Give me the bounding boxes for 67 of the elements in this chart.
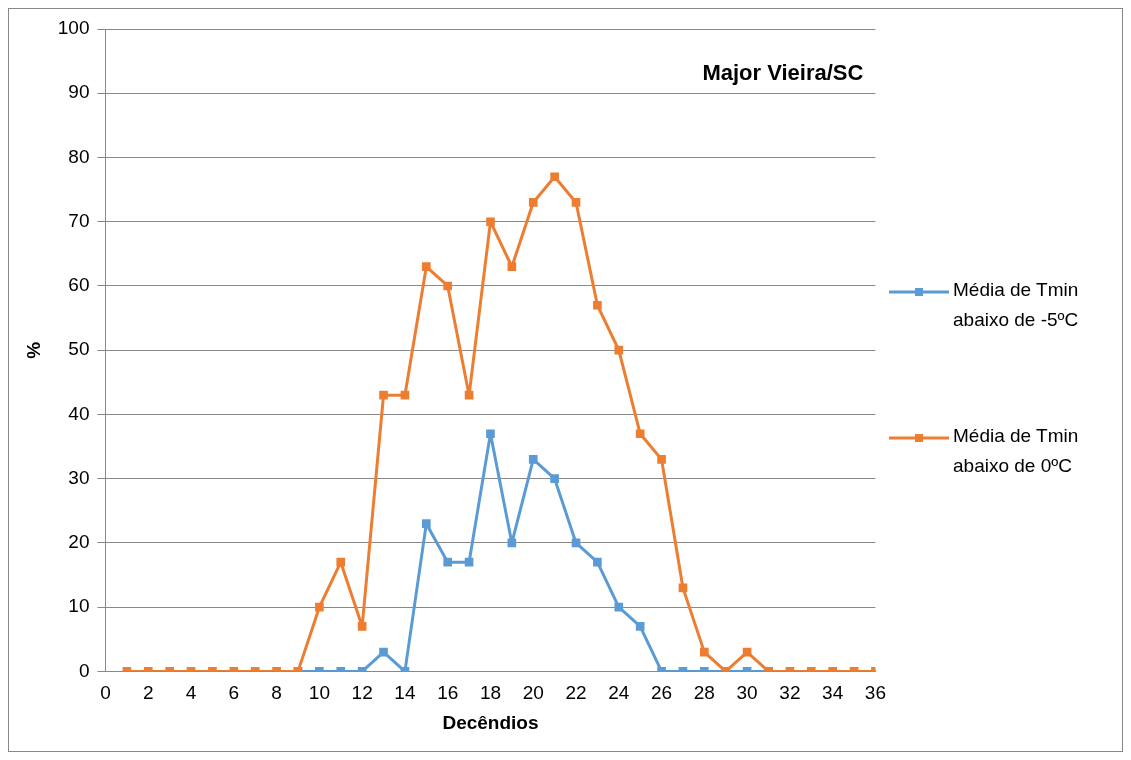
point [550, 172, 559, 182]
point [571, 198, 581, 207]
x-tick-label: 14 [394, 682, 416, 704]
point [635, 429, 645, 439]
x-tick-label: 26 [650, 682, 673, 704]
point [464, 557, 474, 567]
y-tick-label: 100 [57, 17, 90, 39]
point [379, 647, 388, 657]
y-tick-label: 10 [68, 595, 90, 617]
x-tick-label: 36 [864, 682, 886, 704]
y-tick-label: 70 [68, 209, 90, 231]
point [379, 390, 388, 400]
point [571, 538, 581, 548]
point [550, 474, 559, 484]
point [614, 602, 624, 612]
point [700, 647, 709, 657]
point [464, 390, 474, 400]
point [486, 429, 495, 439]
point [357, 622, 367, 631]
point [486, 217, 495, 227]
y-tick-label: 0 [78, 659, 90, 681]
x-tick-label: 16 [437, 682, 459, 704]
point [421, 262, 431, 272]
text: Major Vieira/SC [702, 60, 864, 86]
x-tick-label: 32 [779, 682, 801, 704]
x-tick-label: 24 [608, 682, 630, 704]
x-tick-label: 20 [522, 682, 544, 704]
point [593, 300, 602, 310]
point [657, 455, 666, 464]
x-tick-label: 6 [228, 682, 240, 704]
x-tick-label: 30 [736, 682, 758, 704]
point [635, 622, 645, 631]
point [443, 281, 453, 291]
y-tick-label: 60 [68, 274, 90, 296]
x-tick-label: 18 [479, 682, 502, 704]
point [528, 198, 538, 207]
y-tick-label: 50 [68, 338, 90, 360]
point [528, 455, 538, 464]
legend-label: Média de Tmin abaixo de -5ºC [953, 278, 1080, 332]
x-tick-label: 2 [142, 682, 154, 704]
y-tick-label: 80 [68, 145, 90, 167]
point [507, 262, 517, 272]
x-tick-label: 34 [822, 682, 844, 704]
y-tick-label: 20 [68, 531, 90, 553]
point [315, 602, 324, 612]
x-tick-label: 4 [185, 682, 197, 704]
y-axis-title: % [22, 341, 44, 359]
point [593, 557, 602, 567]
point [400, 390, 410, 400]
point [742, 647, 752, 657]
x-tick-label: 22 [565, 682, 587, 704]
point [336, 557, 346, 567]
point [678, 583, 688, 593]
y-tick-label: 30 [68, 466, 90, 488]
point [507, 538, 517, 548]
legend-label: Média de Tmin abaixo de 0ºC [953, 424, 1080, 478]
x-tick-label: 12 [351, 682, 373, 704]
x-tick-label: 8 [271, 682, 282, 704]
point [443, 557, 453, 567]
x-tick-label: 28 [693, 682, 715, 704]
x-axis-title: Decêndios [442, 711, 539, 733]
y-tick-label: 40 [68, 402, 90, 424]
point [421, 519, 431, 528]
point [614, 345, 624, 355]
y-tick-label: 90 [68, 81, 90, 103]
x-tick-label: 0 [100, 682, 111, 704]
x-tick-label: 10 [308, 682, 330, 704]
